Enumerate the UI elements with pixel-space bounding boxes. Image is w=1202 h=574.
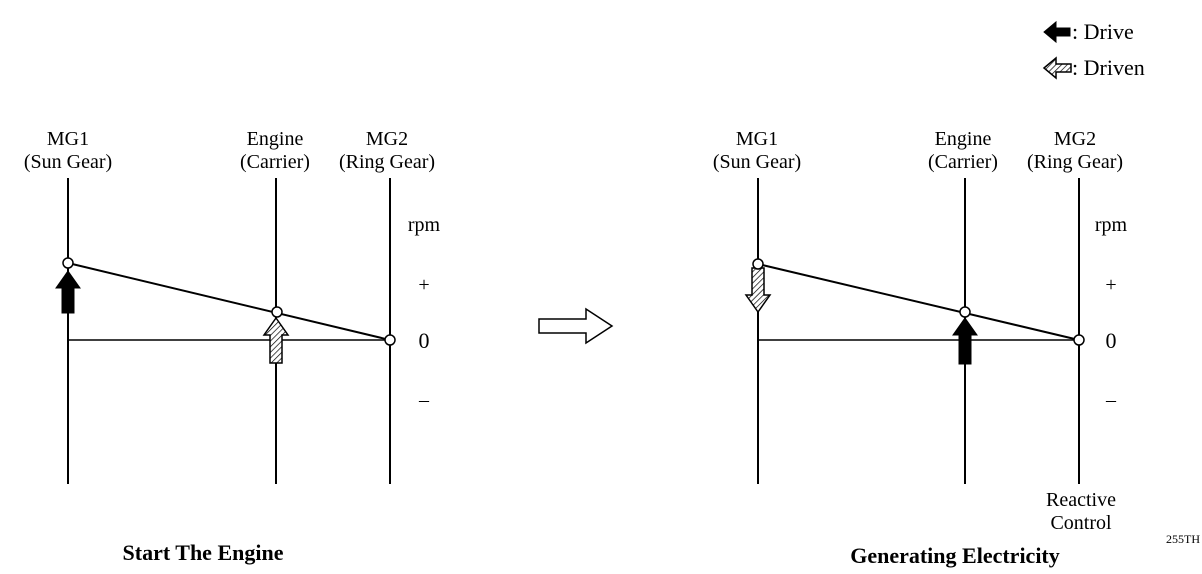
speed-line bbox=[757, 263, 1080, 341]
mg1-node bbox=[752, 258, 764, 270]
mg1-label-line1: MG1 bbox=[47, 128, 89, 150]
mg2-label-line2: (Ring Gear) bbox=[339, 151, 435, 173]
reactive-control-label-line1: Reactive bbox=[1046, 489, 1116, 511]
legend-driven-label: : Driven bbox=[1072, 55, 1145, 80]
engine-drive-arrow-icon bbox=[952, 317, 978, 365]
zero-label: 0 bbox=[419, 328, 430, 353]
rpm-label: rpm bbox=[408, 214, 441, 236]
transition-arrow-icon bbox=[538, 307, 614, 345]
driven-legend-icon bbox=[1042, 56, 1072, 80]
engine-driven-arrow-icon bbox=[262, 316, 290, 364]
engine-label-line2: (Carrier) bbox=[240, 151, 310, 173]
plus-label: + bbox=[1105, 274, 1116, 296]
engine-label-line1: Engine bbox=[247, 128, 304, 150]
mg2-node bbox=[1073, 334, 1085, 346]
diagram-title: Start The Engine bbox=[123, 540, 284, 565]
minus-label: – bbox=[1105, 389, 1117, 411]
mg1-label-line1: MG1 bbox=[736, 128, 778, 150]
mg1-driven-arrow-icon bbox=[744, 267, 772, 314]
diagram-title: Generating Electricity bbox=[850, 543, 1060, 568]
zero-label: 0 bbox=[1106, 328, 1117, 353]
mg2-label-line1: MG2 bbox=[1054, 128, 1096, 150]
mg1-label-line2: (Sun Gear) bbox=[24, 151, 112, 173]
plus-label: + bbox=[418, 274, 429, 296]
mg1-drive-arrow-icon bbox=[55, 270, 81, 314]
engine-node bbox=[959, 306, 971, 318]
mg2-node bbox=[384, 334, 396, 346]
legend: : Drive : Driven bbox=[1042, 19, 1145, 80]
legend-drive-label: : Drive bbox=[1072, 19, 1134, 44]
engine-label-line1: Engine bbox=[935, 128, 992, 150]
engine-label-line2: (Carrier) bbox=[928, 151, 998, 173]
figure-code: 255TH bbox=[1166, 532, 1200, 546]
minus-label: – bbox=[418, 389, 430, 411]
drive-legend-icon bbox=[1043, 20, 1071, 44]
speed-line bbox=[67, 262, 391, 341]
mg1-label-line2: (Sun Gear) bbox=[713, 151, 801, 173]
engine-node bbox=[271, 306, 283, 318]
diagram-start-engine: MG1 (Sun Gear) Engine (Carrier) MG2 (Rin… bbox=[24, 128, 441, 565]
rpm-label: rpm bbox=[1095, 214, 1128, 236]
diagram-generating-electricity: MG1 (Sun Gear) Engine (Carrier) MG2 (Rin… bbox=[713, 128, 1128, 568]
reactive-control-label-line2: Control bbox=[1050, 512, 1112, 534]
mg1-node bbox=[62, 257, 74, 269]
mg2-label-line2: (Ring Gear) bbox=[1027, 151, 1123, 173]
mg2-label-line1: MG2 bbox=[366, 128, 408, 150]
